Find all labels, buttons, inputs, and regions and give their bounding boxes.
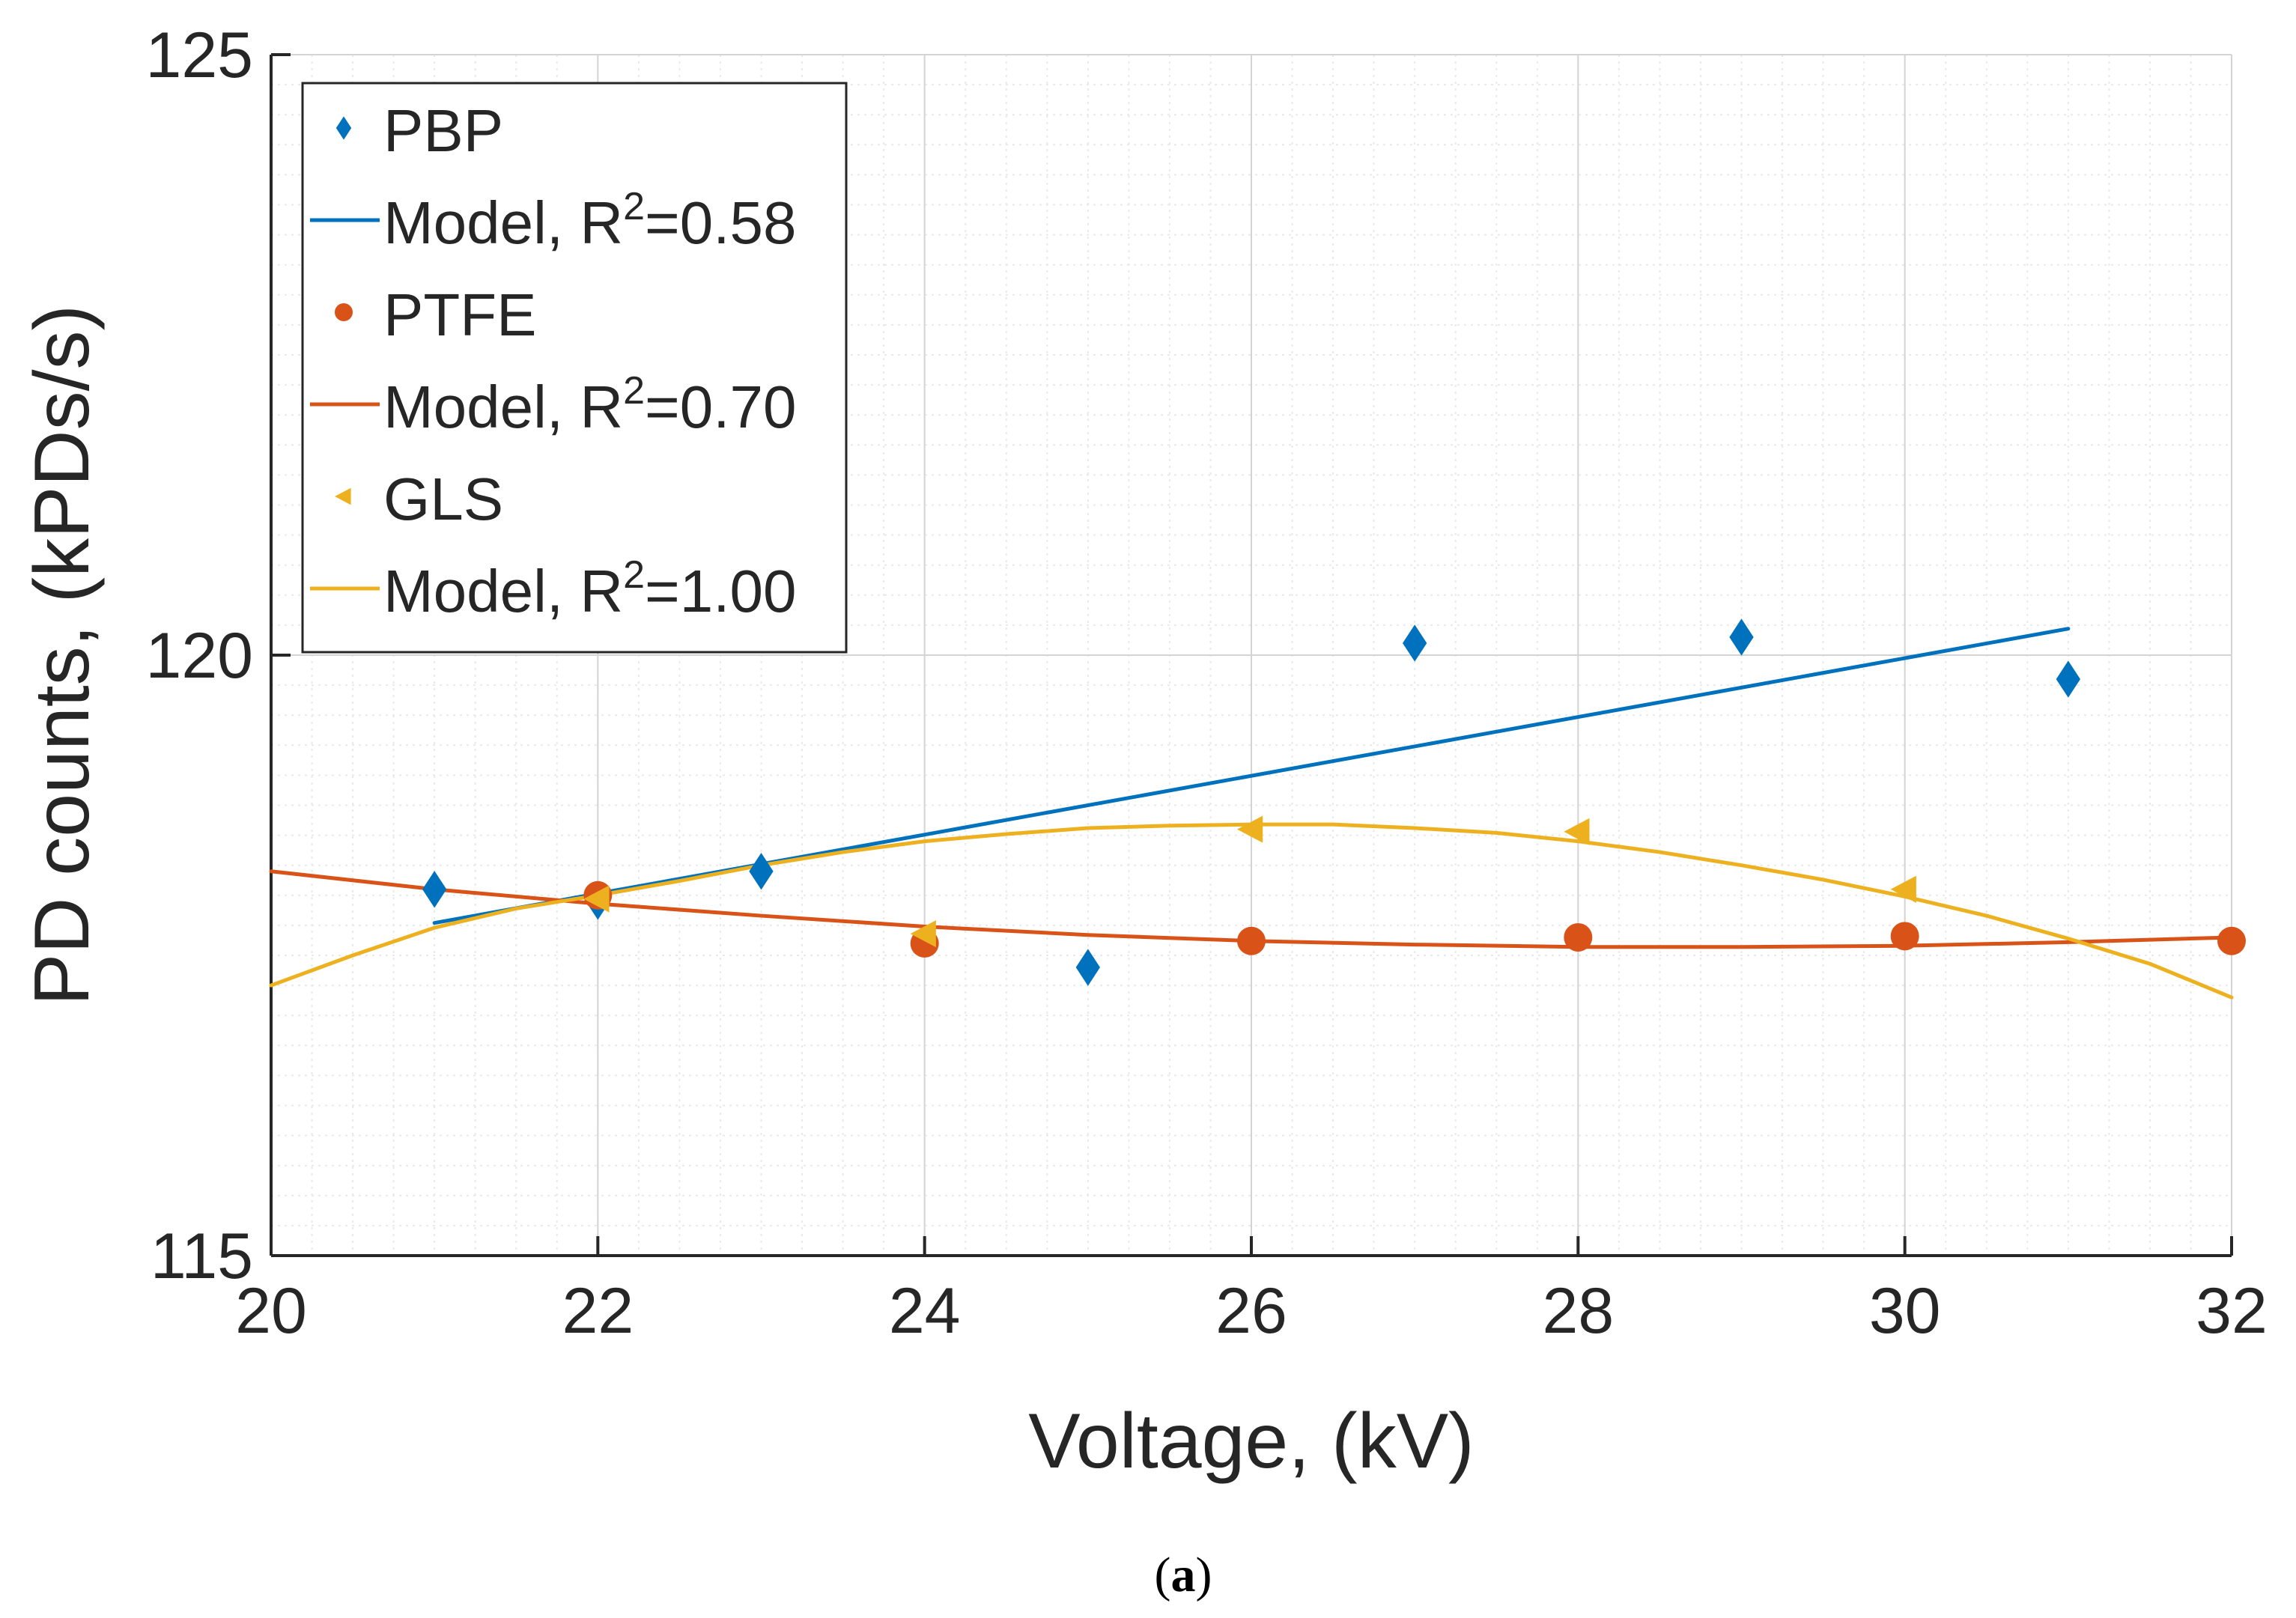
x-tick-label: 28 bbox=[1542, 1275, 1614, 1347]
legend-marker-ptfe bbox=[335, 303, 353, 321]
legend-label: Model, R2=0.70 bbox=[383, 369, 796, 440]
legend-label-superscript: 2 bbox=[623, 369, 645, 413]
legend-label-text: PBP bbox=[383, 97, 503, 164]
y-tick-label: 115 bbox=[151, 1220, 253, 1292]
y-axis-title: PD counts, (kPDs/s) bbox=[19, 305, 106, 1006]
legend-label: Model, R2=1.00 bbox=[383, 553, 796, 624]
legend-label-text: Model, R bbox=[383, 374, 623, 440]
data-point-gls bbox=[1564, 818, 1590, 845]
data-point-ptfe bbox=[1890, 922, 1919, 951]
legend-box bbox=[301, 82, 848, 654]
data-point-pbp bbox=[1403, 624, 1427, 662]
legend-label-text: PTFE bbox=[383, 282, 536, 348]
data-point-pbp bbox=[422, 871, 447, 908]
legend-label-text: Model, R bbox=[383, 189, 623, 256]
data-point-pbp bbox=[1075, 949, 1100, 986]
x-tick-label: 24 bbox=[889, 1275, 961, 1347]
legend-label-text: Model, R bbox=[383, 558, 623, 624]
legend-label-superscript: 2 bbox=[623, 185, 645, 228]
x-axis-title: Voltage, (kV) bbox=[1028, 1398, 1474, 1485]
legend-label: PTFE bbox=[383, 282, 536, 348]
legend-label-text: GLS bbox=[383, 466, 503, 532]
data-point-ptfe bbox=[2217, 926, 2246, 955]
legend-label-suffix: =0.70 bbox=[645, 374, 796, 440]
legend-marker-gls bbox=[335, 487, 351, 505]
series-layer bbox=[269, 618, 2246, 1000]
legend-label-suffix: =1.00 bbox=[645, 558, 796, 624]
legend-label: GLS bbox=[383, 466, 503, 532]
caption-open: ( bbox=[1155, 1548, 1171, 1602]
legend-marker-pbp bbox=[335, 116, 352, 140]
data-point-gls bbox=[583, 885, 610, 913]
data-point-ptfe bbox=[1564, 922, 1593, 952]
data-point-pbp bbox=[1729, 618, 1754, 656]
data-point-gls bbox=[910, 920, 936, 948]
y-tick-label: 125 bbox=[146, 19, 254, 91]
data-point-ptfe bbox=[1237, 926, 1266, 955]
legend-label: Model, R2=0.58 bbox=[383, 185, 796, 256]
x-tick-label: 22 bbox=[562, 1275, 634, 1347]
data-point-gls bbox=[1890, 875, 1916, 903]
legend-label-suffix: =0.58 bbox=[645, 189, 796, 256]
y-tick-label: 120 bbox=[146, 620, 254, 692]
x-tick-label: 32 bbox=[2196, 1275, 2268, 1347]
data-point-pbp bbox=[749, 853, 774, 890]
x-tick-label: 30 bbox=[1869, 1275, 1941, 1347]
x-tick-label: 20 bbox=[235, 1275, 307, 1347]
y-tick-labels: 115 120 125 bbox=[146, 19, 254, 1292]
caption-close: ) bbox=[1196, 1548, 1212, 1602]
data-point-pbp bbox=[2056, 660, 2080, 698]
x-tick-label: 26 bbox=[1215, 1275, 1287, 1347]
legend-label: PBP bbox=[383, 97, 503, 164]
caption-letter: a bbox=[1171, 1548, 1196, 1602]
axes bbox=[270, 53, 2233, 1257]
x-tick-labels: 20 22 24 26 28 30 32 bbox=[235, 1275, 2268, 1347]
figure-caption: (a) bbox=[1155, 1548, 1212, 1602]
legend-label-superscript: 2 bbox=[623, 553, 645, 597]
data-point-gls bbox=[1237, 815, 1263, 843]
